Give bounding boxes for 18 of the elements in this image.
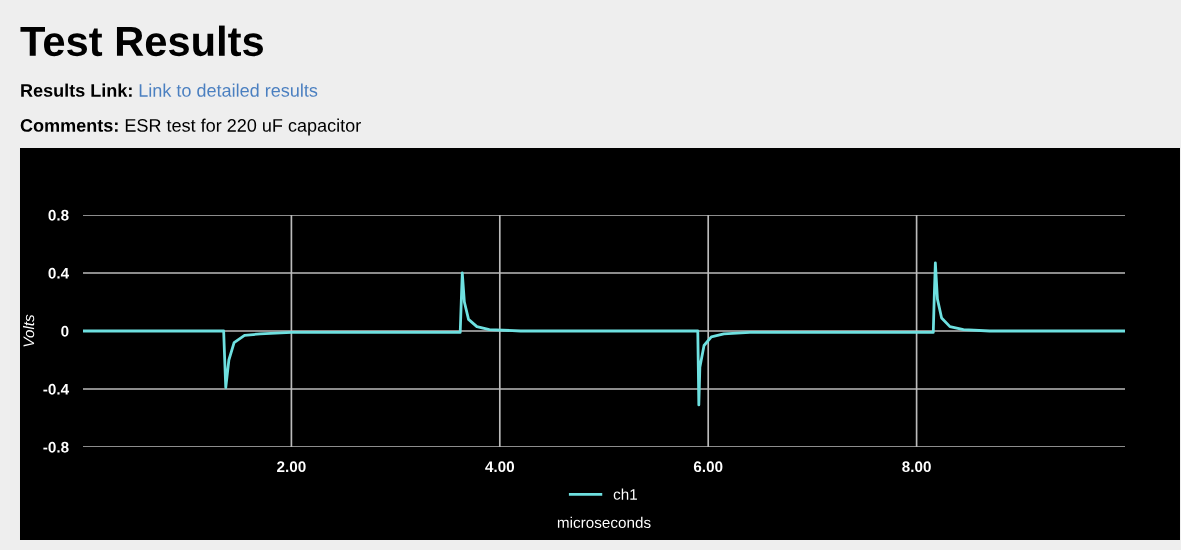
text: Results Link: <box>21 83 132 97</box>
x-tick-label: 6.00 <box>693 461 723 473</box>
legend-label: ch1 <box>613 488 637 500</box>
text: ESR test for 220 uF capacitor <box>125 118 361 136</box>
y-tick-label: 0 <box>61 325 69 337</box>
chart-title: Test Results <box>20 25 263 57</box>
x-tick-label: 8.00 <box>902 461 931 473</box>
x-tick-label: 4.00 <box>485 461 515 473</box>
text: Comments: <box>20 119 118 132</box>
text: Link to detailed results <box>139 83 318 97</box>
y-tick-label: -0.8 <box>43 441 69 453</box>
y-tick-label: -0.4 <box>43 383 70 395</box>
x-tick-label: 2.00 <box>277 461 306 473</box>
y-axis-title: Volts <box>22 314 35 347</box>
line-series <box>83 261 1125 407</box>
x-axis-title: microseconds <box>557 516 651 529</box>
y-tick-label: 0.4 <box>48 267 70 279</box>
y-tick-label: 0.8 <box>48 209 69 221</box>
